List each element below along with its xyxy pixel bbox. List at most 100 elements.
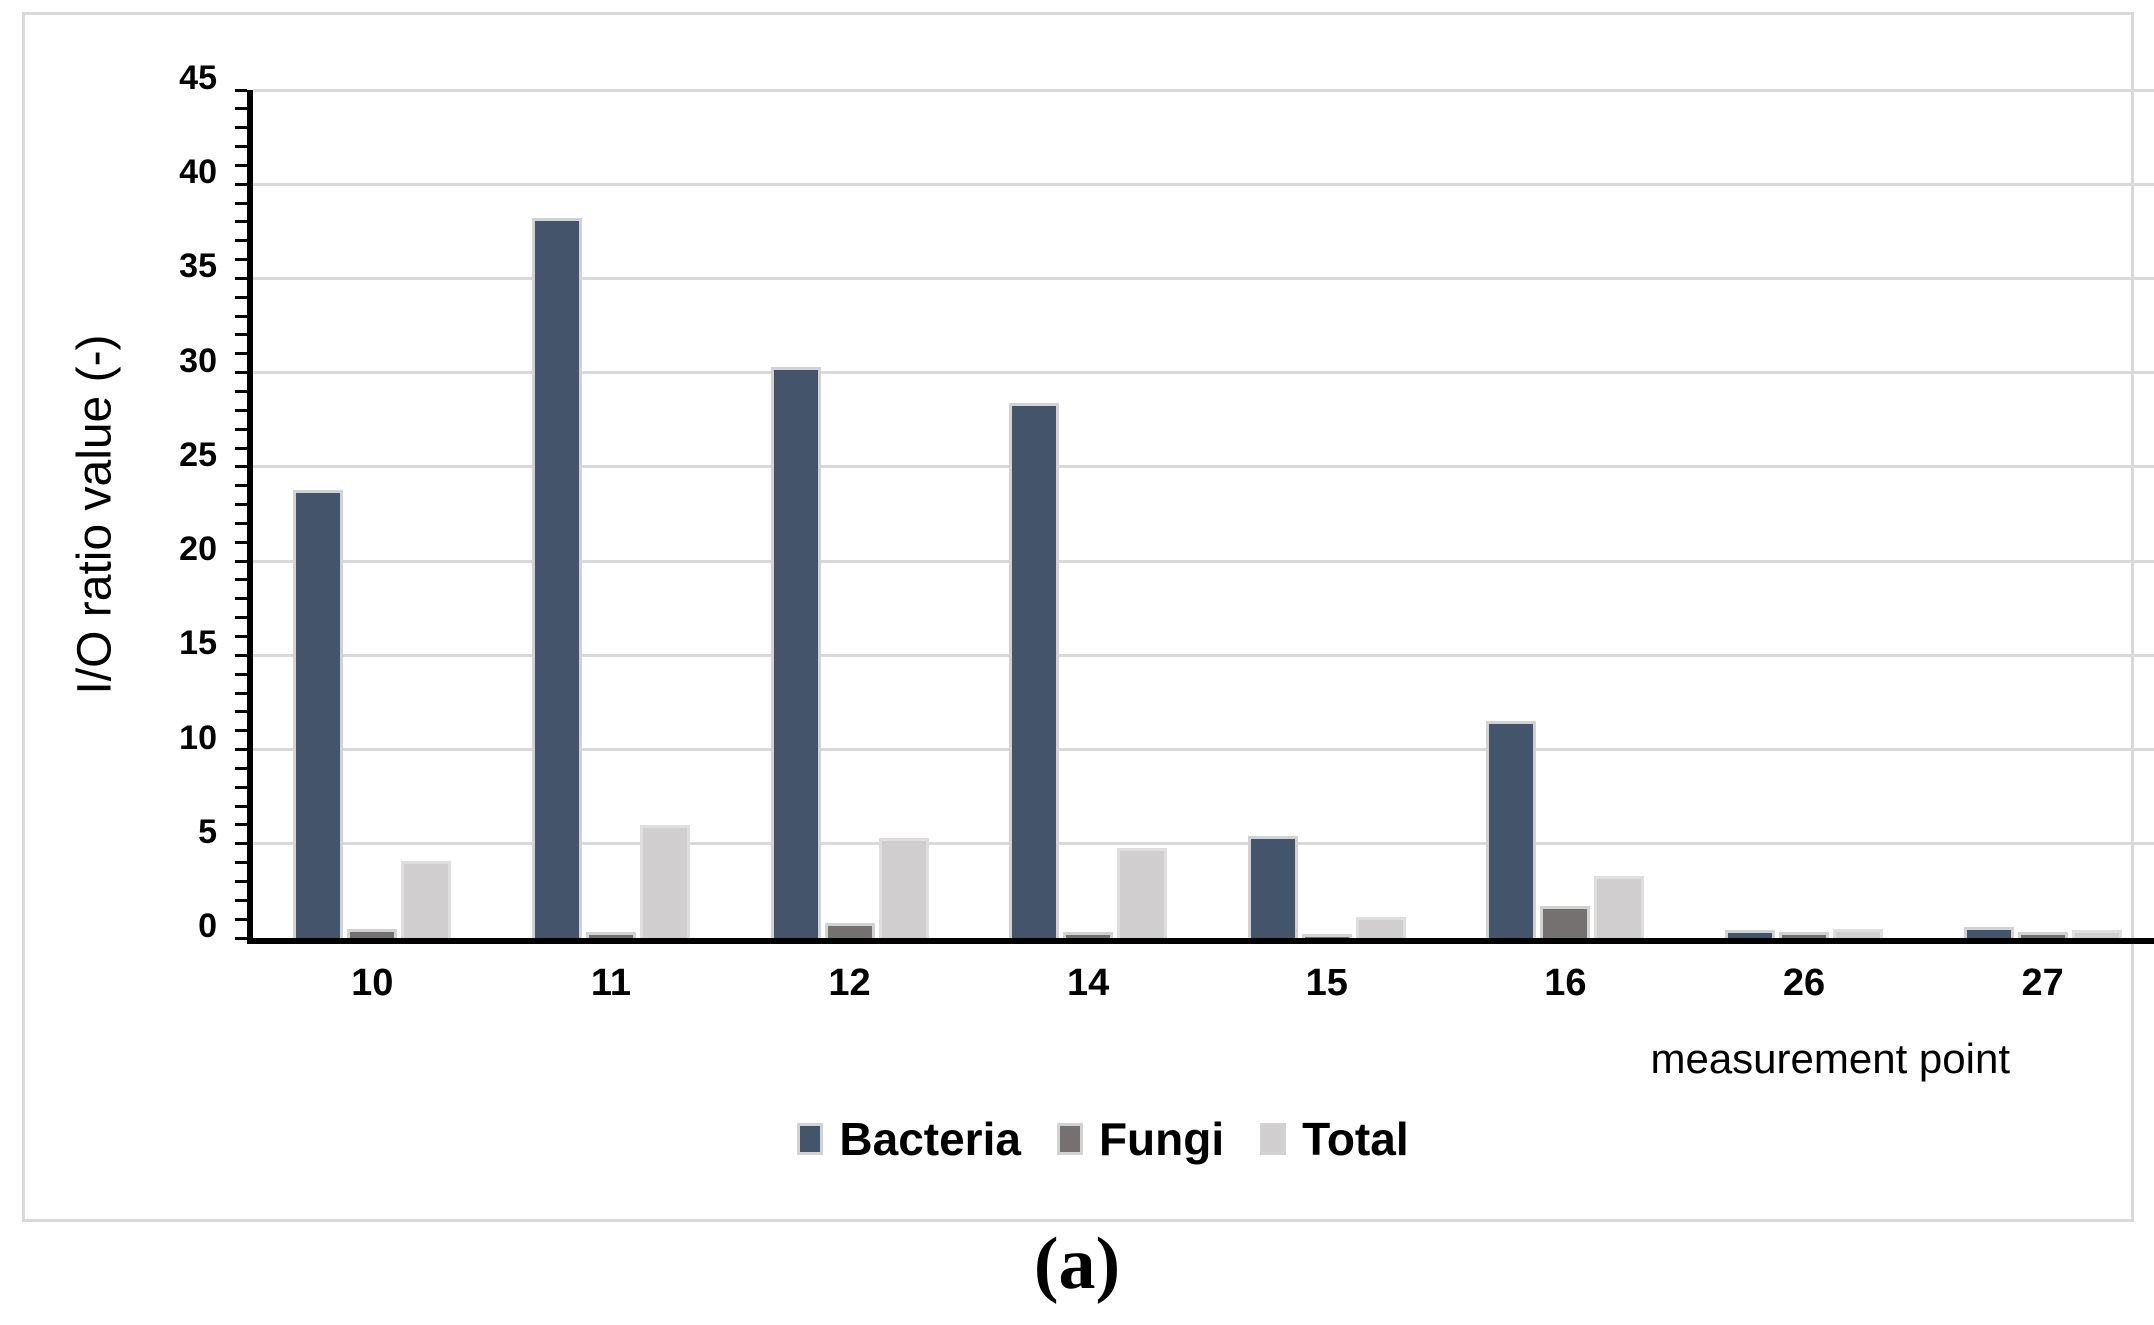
y-tick-label-30: 30 — [179, 341, 217, 380]
bar-cluster-26 — [1725, 928, 1884, 938]
y-axis-tick-32 — [235, 333, 247, 337]
y-axis-tick-15 — [235, 653, 247, 657]
gridline-10 — [253, 748, 2154, 752]
legend-label-total: Total — [1302, 1113, 1409, 1165]
y-axis-tick-40 — [235, 182, 247, 186]
y-axis-tick-23 — [235, 503, 247, 507]
y-axis-tick-7 — [235, 804, 247, 808]
y-tick-label-0: 0 — [198, 907, 217, 945]
bar-group-14 — [969, 90, 1208, 938]
bar-group-15 — [1208, 90, 1447, 938]
bar-total-15 — [1355, 917, 1406, 938]
bar-bacteria-11 — [531, 218, 582, 938]
y-axis-tick-12 — [235, 710, 247, 714]
gridline-30 — [253, 371, 2154, 375]
y-axis-tick-14 — [235, 672, 247, 676]
x-axis-line — [247, 938, 2154, 944]
bar-bacteria-14 — [1009, 402, 1060, 938]
y-axis-tick-25 — [235, 465, 247, 469]
bar-fungi-16 — [1540, 905, 1591, 938]
gridline-5 — [253, 842, 2154, 846]
gridline-25 — [253, 465, 2154, 469]
y-tick-label-45: 45 — [179, 59, 217, 97]
bar-group-26 — [1685, 90, 1924, 938]
y-tick-label-20: 20 — [179, 530, 217, 569]
y-axis-tick-39 — [235, 201, 247, 205]
y-axis-tick-11 — [235, 729, 247, 733]
bar-bacteria-15 — [1247, 836, 1298, 938]
x-tick-label-15: 15 — [1305, 962, 1348, 1004]
gridline-20 — [253, 559, 2154, 563]
gridline-45 — [253, 88, 2154, 92]
x-tick-label-11: 11 — [590, 962, 632, 1004]
x-tick-label-10: 10 — [351, 962, 394, 1004]
bar-cluster-10 — [293, 489, 452, 938]
y-axis-tick-41 — [235, 163, 247, 167]
y-axis-tick-3 — [235, 879, 247, 883]
bar-cluster-12 — [770, 367, 929, 938]
bar-total-26 — [1833, 928, 1884, 938]
y-tick-label-10: 10 — [179, 718, 217, 757]
legend-item-bacteria: Bacteria — [797, 1112, 1021, 1166]
y-axis-tick-9 — [235, 766, 247, 770]
bar-bacteria-12 — [770, 367, 821, 938]
legend-swatch-total — [1260, 1123, 1287, 1155]
bar-cluster-27 — [1963, 926, 2122, 938]
y-axis-tick-29 — [235, 390, 247, 393]
bar-fungi-27 — [2017, 932, 2068, 938]
legend-label-bacteria: Bacteria — [839, 1113, 1021, 1165]
x-tick-label-27: 27 — [2021, 962, 2064, 1004]
bar-fungi-15 — [1301, 934, 1352, 938]
y-axis-tick-33 — [235, 314, 247, 318]
bar-cluster-15 — [1247, 836, 1406, 938]
chart-frame: I/O ratio value (-) 0 5 10 15 20 25 30 35 40 45 1… — [22, 12, 2154, 1222]
bar-cluster-16 — [1486, 721, 1645, 938]
y-axis-tick-42 — [235, 145, 247, 149]
x-tick-label-26: 26 — [1782, 962, 1826, 1004]
y-axis-tick-16 — [235, 634, 247, 638]
legend-swatch-fungi — [1056, 1123, 1083, 1155]
bar-total-16 — [1594, 875, 1645, 938]
bar-group-27 — [1923, 90, 2154, 938]
bar-cluster-11 — [531, 218, 690, 938]
bar-total-12 — [878, 838, 929, 938]
y-axis-tick-1 — [235, 917, 247, 921]
y-axis-tick-28 — [235, 408, 247, 412]
y-axis-tick-2 — [235, 898, 247, 902]
legend-swatch-bacteria — [797, 1123, 824, 1155]
y-axis-tick-35 — [235, 276, 247, 280]
y-axis-tick-18 — [235, 597, 247, 601]
plot-area — [235, 88, 2154, 944]
bar-group-10 — [253, 90, 492, 938]
y-axis-tick-36 — [235, 258, 247, 262]
y-axis-tick-43 — [235, 126, 247, 130]
y-axis-line — [247, 90, 253, 944]
y-axis-tick-37 — [235, 239, 247, 243]
bar-cluster-14 — [1009, 402, 1168, 938]
y-axis-tick-21 — [235, 540, 247, 544]
x-tick-label-12: 12 — [828, 962, 871, 1004]
x-tick-label-16: 16 — [1544, 962, 1587, 1004]
y-axis-tick-34 — [235, 295, 247, 299]
bar-total-10 — [401, 860, 452, 938]
y-axis-tick-26 — [235, 446, 247, 450]
y-axis-tick-44 — [235, 107, 247, 111]
y-axis-tick-45 — [235, 88, 247, 92]
y-axis-tick-4 — [235, 861, 247, 865]
y-axis-tick-5 — [235, 842, 247, 846]
bar-groups-layer — [253, 90, 2154, 938]
y-tick-label-5: 5 — [198, 812, 217, 851]
bar-bacteria-10 — [293, 489, 344, 938]
bar-total-11 — [639, 824, 690, 938]
y-axis-tick-24 — [235, 484, 247, 488]
y-axis-tick-27 — [235, 427, 247, 431]
y-axis-tick-22 — [235, 521, 247, 525]
legend: Bacteria Fungi Total — [47, 1111, 2154, 1167]
legend-item-total: Total — [1260, 1112, 1409, 1166]
bar-bacteria-26 — [1725, 930, 1776, 938]
y-tick-label-25: 25 — [179, 435, 217, 474]
y-tick-label-40: 40 — [179, 153, 217, 192]
bar-total-27 — [2071, 930, 2122, 938]
gridline-15 — [253, 653, 2154, 657]
y-axis-tick-0 — [235, 936, 247, 940]
